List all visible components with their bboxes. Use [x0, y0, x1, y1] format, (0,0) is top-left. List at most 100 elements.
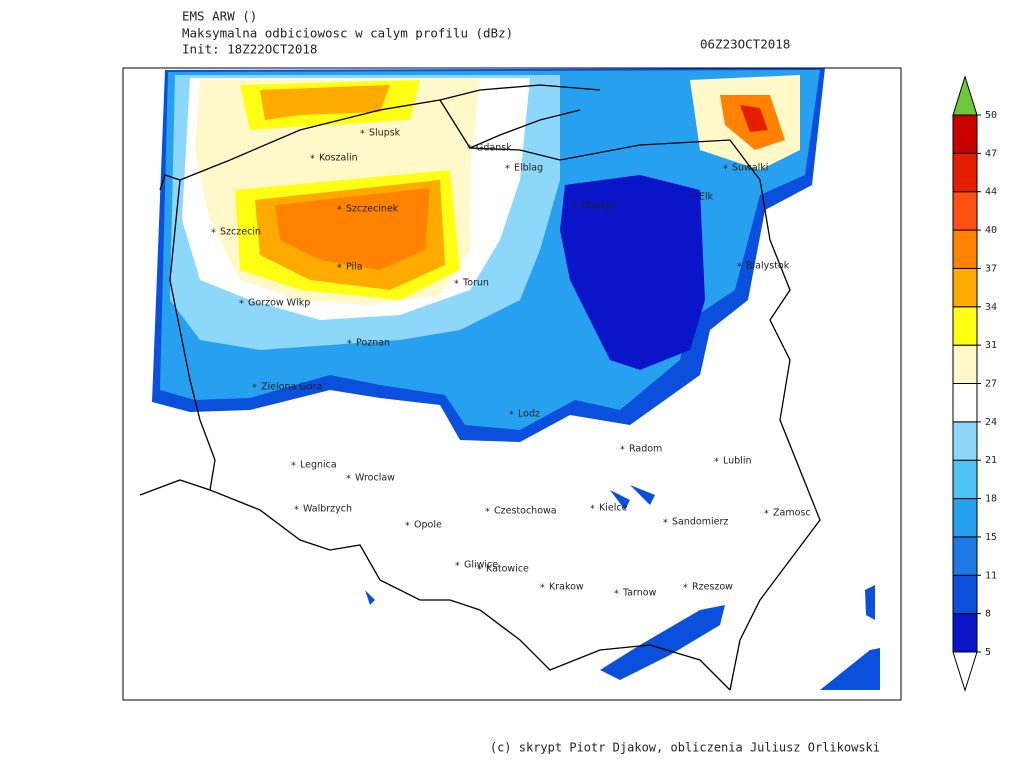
colorbar-over [952, 74, 978, 116]
colorbar-tick-label: 34 [985, 302, 997, 313]
city-marker: * [360, 129, 365, 140]
city-marker: * [663, 518, 668, 529]
city-label: Opole [414, 520, 442, 531]
colorbar-box [952, 421, 978, 461]
city-label: Zielona Gora [261, 382, 322, 393]
colorbar-tick-label: 27 [985, 379, 997, 390]
cities: * Slupsk * Koszalin * Gdansk * Elblag * Suwalki * O… [211, 128, 811, 600]
colorbar-tick-label: 31 [985, 340, 997, 351]
city-marker: * [455, 561, 460, 572]
city-label: Kielce [599, 503, 628, 514]
city-label: Tarnow [622, 588, 657, 599]
city-marker: * [347, 339, 352, 350]
city-marker: * [614, 589, 619, 600]
city-marker: * [291, 461, 296, 472]
city-label: Lublin [723, 456, 751, 467]
colorbar-box [952, 152, 978, 193]
city-label: Poznan [356, 338, 390, 349]
colorbar-box [952, 459, 978, 500]
field-dark-orange [275, 188, 430, 270]
city-marker: * [723, 164, 728, 175]
colorbar-tick-label: 40 [985, 225, 997, 236]
city-marker: * [509, 410, 514, 421]
colorbar-tick-label: 37 [985, 263, 997, 274]
city-marker: * [540, 583, 545, 594]
city-label: Gliwice [464, 560, 498, 571]
city-label: Gdansk [476, 143, 512, 154]
colorbar-tick-label: 18 [985, 494, 997, 505]
city-marker: * [683, 583, 688, 594]
city-label: Suwalki [732, 163, 768, 174]
city-label: Elblag [514, 163, 543, 174]
city-marker: * [737, 262, 742, 273]
colorbar-box [952, 383, 978, 423]
colorbar-tick-label: 15 [985, 532, 997, 543]
city-marker: * [405, 521, 410, 532]
city-marker: * [505, 164, 510, 175]
city-label: Szczecinek [346, 204, 399, 215]
city-marker: * [714, 457, 719, 468]
colorbar-box [952, 613, 978, 653]
subtitle: Maksymalna odbiciowosc w calym profilu (… [182, 26, 513, 41]
city-label: Bialystok [746, 261, 790, 272]
city-marker: * [454, 279, 459, 290]
city-marker: * [690, 193, 695, 204]
city-label: Olsztyn [581, 201, 616, 212]
colorbar-tick-label: 5 [985, 647, 991, 658]
colorbar-tick-label: 47 [985, 148, 997, 159]
city-marker: * [572, 202, 577, 213]
border-poland [139, 99, 821, 691]
credit: (c) skrypt Piotr Djakow, obliczenia Juli… [490, 741, 880, 755]
field-ne-red [740, 105, 768, 132]
city-marker: * [310, 154, 315, 165]
city-label: Rzeszow [692, 582, 733, 593]
city-label: Radom [629, 444, 662, 455]
city-label: Pila [346, 262, 363, 273]
city-marker: * [590, 504, 595, 515]
city-label: Katowice [486, 564, 529, 575]
map [122, 67, 902, 701]
city-label: Gorzow Wlkp [248, 298, 310, 309]
city-label: Koszalin [319, 153, 358, 164]
city-marker: * [337, 263, 342, 274]
city-label: Wroclaw [355, 473, 395, 484]
city-label: Lodz [518, 409, 540, 420]
init-time: Init: 18Z22OCT2018 [182, 42, 317, 57]
colorbar-tick-label: 21 [985, 455, 997, 466]
colorbar-under [952, 651, 978, 693]
colorbar-box [952, 114, 978, 154]
city-label: Walbrzych [303, 504, 352, 515]
map-frame [122, 67, 902, 701]
city-label: Zamosc [773, 508, 811, 519]
city-marker: * [211, 228, 216, 239]
colorbar-tick-label: 24 [985, 417, 997, 428]
city-marker: * [239, 299, 244, 310]
city-marker: * [346, 474, 351, 485]
colorbar-tick-label: 50 [985, 110, 997, 121]
city-marker: * [467, 144, 472, 155]
city-label: Szczecin [220, 227, 261, 238]
city-label: Slupsk [369, 128, 401, 139]
colorbar-box [952, 498, 978, 538]
city-label: Krakow [549, 582, 584, 593]
colorbar-tick-label: 44 [985, 187, 997, 198]
field-deep [560, 175, 705, 370]
city-marker: * [477, 565, 482, 576]
city-marker: * [337, 205, 342, 216]
colorbar-box [952, 344, 978, 384]
city-label: Sandomierz [672, 517, 728, 528]
colorbar-tick-label: 8 [985, 609, 991, 620]
colorbar-box [952, 536, 978, 576]
colorbar-box [952, 229, 978, 269]
colorbar-box [952, 267, 978, 308]
city-label: Elk [699, 192, 714, 203]
city-marker: * [294, 505, 299, 516]
city-marker: * [764, 509, 769, 520]
title: EMS ARW () [182, 9, 257, 24]
colorbar: 5 8 11 15 18 21 24 27 31 34 37 40 44 47 50 [952, 74, 997, 693]
city-marker: * [252, 383, 257, 394]
colorbar-box [952, 306, 978, 346]
colorbar-box [952, 574, 978, 615]
city-label: Czestochowa [494, 506, 557, 517]
